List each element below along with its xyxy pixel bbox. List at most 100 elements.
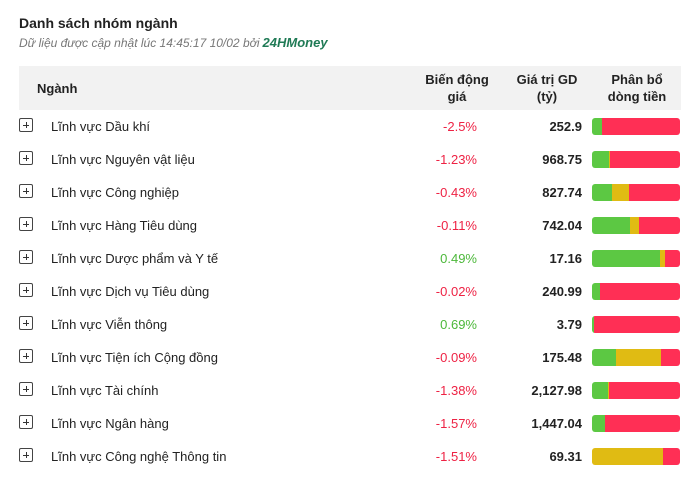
subtitle-text: Dữ liệu được cập nhật lúc 14:45:17 10/02…	[19, 36, 260, 50]
flow-bar	[592, 118, 680, 135]
trade-value: 968.75	[542, 152, 582, 167]
flow-segment	[592, 448, 664, 465]
table-row: Lĩnh vực Tài chính -1.38% 2,127.98	[19, 374, 681, 407]
flow-segment	[660, 349, 680, 366]
expand-button[interactable]	[19, 316, 33, 330]
flow-segment	[608, 151, 611, 168]
price-change: -1.57%	[435, 416, 477, 431]
table-row: Lĩnh vực Nguyên vật liệu -1.23% 968.75	[19, 143, 681, 176]
trade-value: 1,447.04	[531, 416, 582, 431]
expand-button[interactable]	[19, 382, 33, 396]
flow-segment	[605, 415, 680, 432]
price-change: 0.69%	[440, 317, 477, 332]
flow-bar	[592, 448, 680, 465]
sector-name: Lĩnh vực Tài chính	[51, 383, 159, 398]
flow-bar	[592, 316, 680, 333]
flow-segment	[601, 118, 680, 135]
trade-value: 69.31	[549, 449, 582, 464]
flow-bar	[592, 283, 680, 300]
sector-name: Lĩnh vực Tiện ích Cộng đồng	[51, 350, 218, 365]
flow-bar	[592, 250, 680, 267]
column-header: Biến động giá	[425, 72, 489, 104]
expand-button[interactable]	[19, 151, 33, 165]
flow-segment	[592, 217, 630, 234]
expand-button[interactable]	[19, 118, 33, 132]
expand-button[interactable]	[19, 217, 33, 231]
flow-segment	[592, 349, 616, 366]
flow-segment	[659, 250, 666, 267]
price-change: -1.38%	[435, 383, 477, 398]
sector-name: Lĩnh vực Nguyên vật liệu	[51, 152, 195, 167]
price-change: -1.23%	[435, 152, 477, 167]
sector-name: Lĩnh vực Công nghệ Thông tin	[51, 449, 227, 464]
flow-segment	[612, 184, 629, 201]
flow-segment	[638, 217, 680, 234]
flow-segment	[607, 382, 609, 399]
flow-segment	[592, 151, 609, 168]
flow-segment	[592, 184, 613, 201]
table-row: Lĩnh vực Dược phẩm và Y tế 0.49% 17.16	[19, 242, 681, 275]
sector-name: Lĩnh vực Ngân hàng	[51, 416, 169, 431]
table-header: Ngành Biến động giá Giá trị GD (tỷ) Phân…	[19, 66, 681, 110]
sector-name: Lĩnh vực Dịch vụ Tiêu dùng	[51, 284, 210, 299]
table-row: Lĩnh vực Ngân hàng -1.57% 1,447.04	[19, 407, 681, 440]
price-change: -0.09%	[435, 350, 477, 365]
sector-name: Lĩnh vực Dược phẩm và Y tế	[51, 251, 219, 266]
flow-bar	[592, 184, 680, 201]
flow-segment	[629, 217, 639, 234]
trade-value: 827.74	[542, 185, 582, 200]
sector-name: Lĩnh vực Công nghiệp	[51, 185, 179, 200]
expand-button[interactable]	[19, 184, 33, 198]
flow-segment	[592, 118, 602, 135]
price-change: -0.11%	[436, 218, 477, 233]
price-change: 0.49%	[440, 251, 477, 266]
flow-bar	[592, 217, 680, 234]
flow-segment	[610, 151, 680, 168]
sector-name: Lĩnh vực Viễn thông	[51, 317, 168, 332]
table-row: Lĩnh vực Dịch vụ Tiêu dùng -0.02% 240.99	[19, 275, 681, 308]
expand-button[interactable]	[19, 250, 33, 264]
trade-value: 252.9	[549, 119, 582, 134]
flow-segment	[663, 448, 680, 465]
expand-button[interactable]	[19, 283, 33, 297]
flow-segment	[608, 382, 680, 399]
flow-segment	[599, 283, 680, 300]
table-row: Lĩnh vực Công nghệ Thông tin -1.51% 69.31	[19, 440, 681, 473]
flow-segment	[592, 283, 600, 300]
flow-segment	[593, 316, 680, 333]
price-change: -0.02%	[435, 284, 477, 299]
column-header: Giá trị GD (tỷ)	[516, 72, 578, 104]
flow-segment	[592, 415, 606, 432]
table-row: Lĩnh vực Dầu khí -2.5% 252.9	[19, 110, 681, 143]
flow-segment	[592, 382, 608, 399]
flow-segment	[665, 250, 680, 267]
flow-bar	[592, 151, 680, 168]
expand-button[interactable]	[19, 349, 33, 363]
table-row: Lĩnh vực Hàng Tiêu dùng -0.11% 742.04	[19, 209, 681, 242]
trade-value: 17.16	[549, 251, 582, 266]
table-row: Lĩnh vực Tiện ích Cộng đồng -0.09% 175.48	[19, 341, 681, 374]
brand[interactable]: 24HMoney	[262, 35, 328, 50]
flow-segment	[592, 316, 594, 333]
trade-value: 3.79	[556, 317, 582, 332]
price-change: -1.51%	[435, 449, 477, 464]
flow-segment	[615, 349, 661, 366]
flow-bar	[592, 382, 680, 399]
title: Danh sách nhóm ngành	[19, 15, 178, 31]
trade-value: 2,127.98	[531, 383, 582, 398]
subtitle: Dữ liệu được cập nhật lúc 14:45:17 10/02…	[19, 35, 328, 50]
price-change: -0.43%	[435, 185, 477, 200]
table-row: Lĩnh vực Công nghiệp -0.43% 827.74	[19, 176, 681, 209]
column-header: Ngành	[37, 80, 78, 96]
flow-segment	[628, 184, 680, 201]
expand-button[interactable]	[19, 448, 33, 462]
trade-value: 742.04	[542, 218, 582, 233]
flow-segment	[592, 250, 660, 267]
sector-name: Lĩnh vực Dầu khí	[51, 119, 151, 134]
expand-button[interactable]	[19, 415, 33, 429]
trade-value: 240.99	[542, 284, 582, 299]
table-row: Lĩnh vực Viễn thông 0.69% 3.79	[19, 308, 681, 341]
trade-value: 175.48	[542, 350, 582, 365]
flow-bar	[592, 415, 680, 432]
